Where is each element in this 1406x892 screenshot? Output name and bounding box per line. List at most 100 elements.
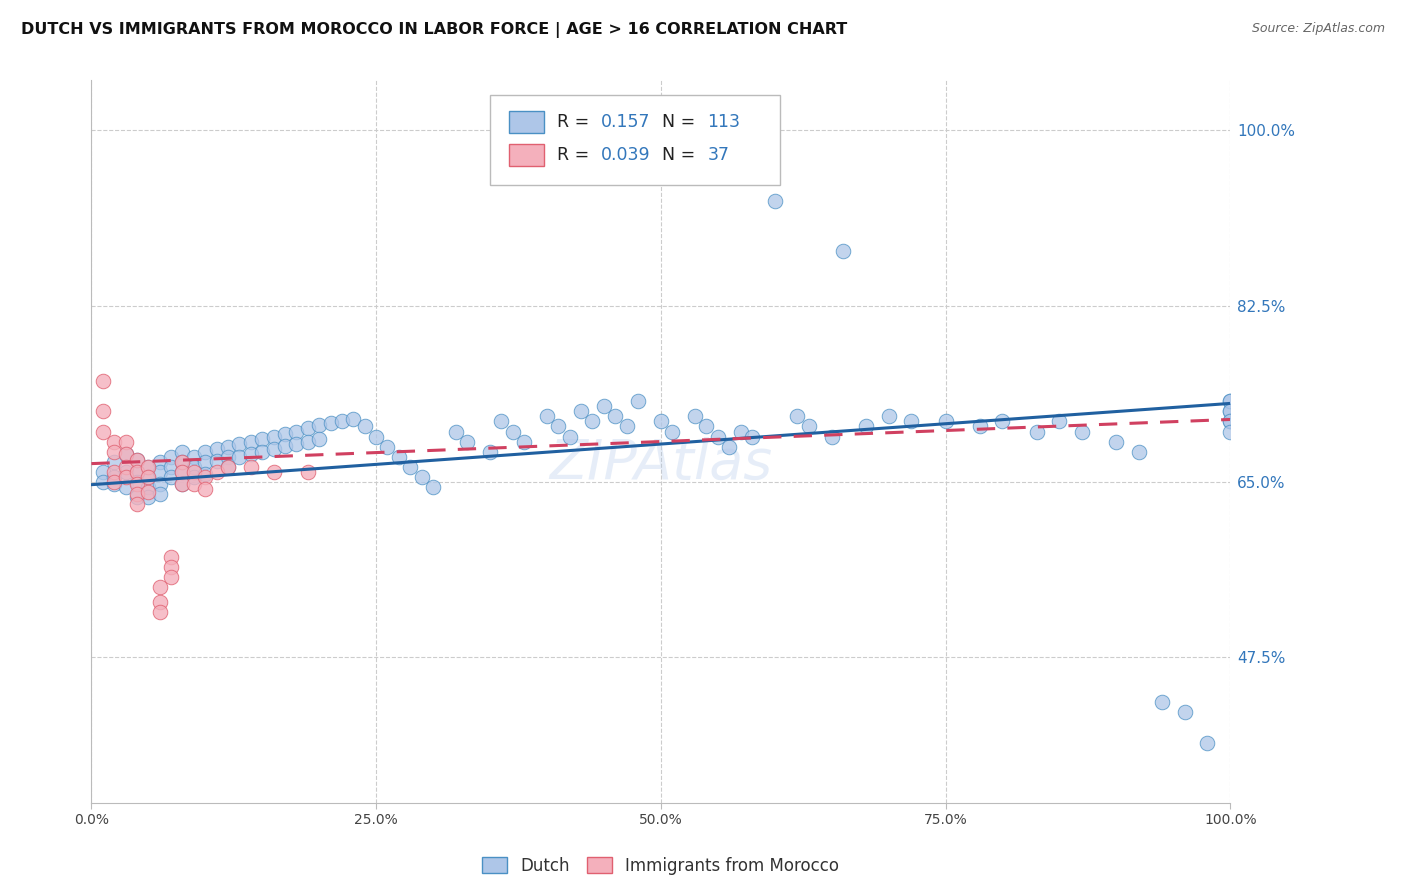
Point	[103, 469, 125, 483]
Point	[125, 475, 148, 489]
Point	[149, 605, 172, 619]
Point	[149, 580, 172, 594]
Point	[149, 487, 172, 501]
Point	[569, 404, 592, 418]
Point	[205, 465, 228, 479]
Point	[616, 419, 638, 434]
Point	[308, 432, 330, 446]
Point	[411, 469, 433, 483]
Point	[217, 440, 239, 454]
Point	[263, 429, 285, 443]
Point	[547, 419, 569, 434]
Point	[149, 454, 172, 468]
Point	[160, 459, 183, 474]
Point	[172, 476, 194, 491]
Point	[149, 465, 172, 479]
Point	[172, 465, 194, 479]
Point	[172, 444, 194, 458]
Point	[172, 454, 194, 468]
Point	[991, 414, 1014, 429]
Point	[91, 374, 114, 388]
Point	[786, 409, 808, 424]
Point	[91, 425, 114, 439]
Point	[114, 465, 136, 479]
Point	[250, 432, 273, 446]
Point	[138, 490, 160, 504]
Point	[1219, 404, 1241, 418]
Point	[194, 444, 217, 458]
FancyBboxPatch shape	[509, 144, 544, 166]
Text: DUTCH VS IMMIGRANTS FROM MOROCCO IN LABOR FORCE | AGE > 16 CORRELATION CHART: DUTCH VS IMMIGRANTS FROM MOROCCO IN LABO…	[21, 22, 848, 38]
Text: Source: ZipAtlas.com: Source: ZipAtlas.com	[1251, 22, 1385, 36]
Point	[1219, 425, 1241, 439]
Text: R =: R =	[557, 145, 595, 164]
Point	[160, 469, 183, 483]
Point	[125, 497, 148, 511]
Point	[172, 465, 194, 479]
Point	[513, 434, 536, 449]
Point	[330, 414, 353, 429]
Point	[183, 465, 205, 479]
Point	[478, 444, 501, 458]
Point	[855, 419, 877, 434]
Point	[388, 450, 411, 464]
Point	[194, 454, 217, 468]
Point	[91, 475, 114, 489]
Point	[114, 434, 136, 449]
Text: N =: N =	[662, 113, 700, 131]
Point	[741, 429, 763, 443]
Point	[228, 436, 250, 450]
Point	[285, 425, 308, 439]
Point	[605, 409, 627, 424]
Text: 37: 37	[707, 145, 730, 164]
Point	[900, 414, 922, 429]
Point	[763, 194, 786, 208]
Text: R =: R =	[557, 113, 595, 131]
Point	[217, 450, 239, 464]
Point	[444, 425, 467, 439]
Point	[832, 244, 855, 258]
Point	[217, 459, 239, 474]
Point	[1105, 434, 1128, 449]
Point	[353, 419, 375, 434]
Point	[103, 454, 125, 468]
Point	[183, 459, 205, 474]
Text: ZIPAtlas: ZIPAtlas	[550, 437, 772, 490]
Point	[228, 450, 250, 464]
Point	[297, 465, 319, 479]
Point	[125, 476, 148, 491]
Point	[1219, 394, 1241, 409]
Point	[1128, 444, 1150, 458]
Point	[172, 476, 194, 491]
Point	[797, 419, 820, 434]
Point	[491, 414, 513, 429]
Point	[114, 469, 136, 483]
Text: 113: 113	[707, 113, 741, 131]
Point	[239, 446, 262, 460]
Point	[125, 452, 148, 467]
Point	[1025, 425, 1047, 439]
Point	[1150, 696, 1173, 710]
Point	[138, 469, 160, 483]
Point	[138, 484, 160, 499]
Point	[125, 490, 148, 504]
Point	[707, 429, 730, 443]
Point	[1197, 735, 1219, 749]
Point	[217, 459, 239, 474]
Point	[285, 436, 308, 450]
Point	[934, 414, 956, 429]
Point	[661, 425, 683, 439]
Point	[125, 465, 148, 479]
Point	[239, 459, 262, 474]
Point	[160, 560, 183, 574]
Point	[149, 595, 172, 609]
Point	[194, 469, 217, 483]
Point	[239, 434, 262, 449]
Point	[103, 465, 125, 479]
Point	[1174, 706, 1197, 720]
Point	[103, 476, 125, 491]
Point	[456, 434, 478, 449]
Point	[194, 467, 217, 481]
Point	[183, 469, 205, 483]
Point	[1071, 425, 1094, 439]
